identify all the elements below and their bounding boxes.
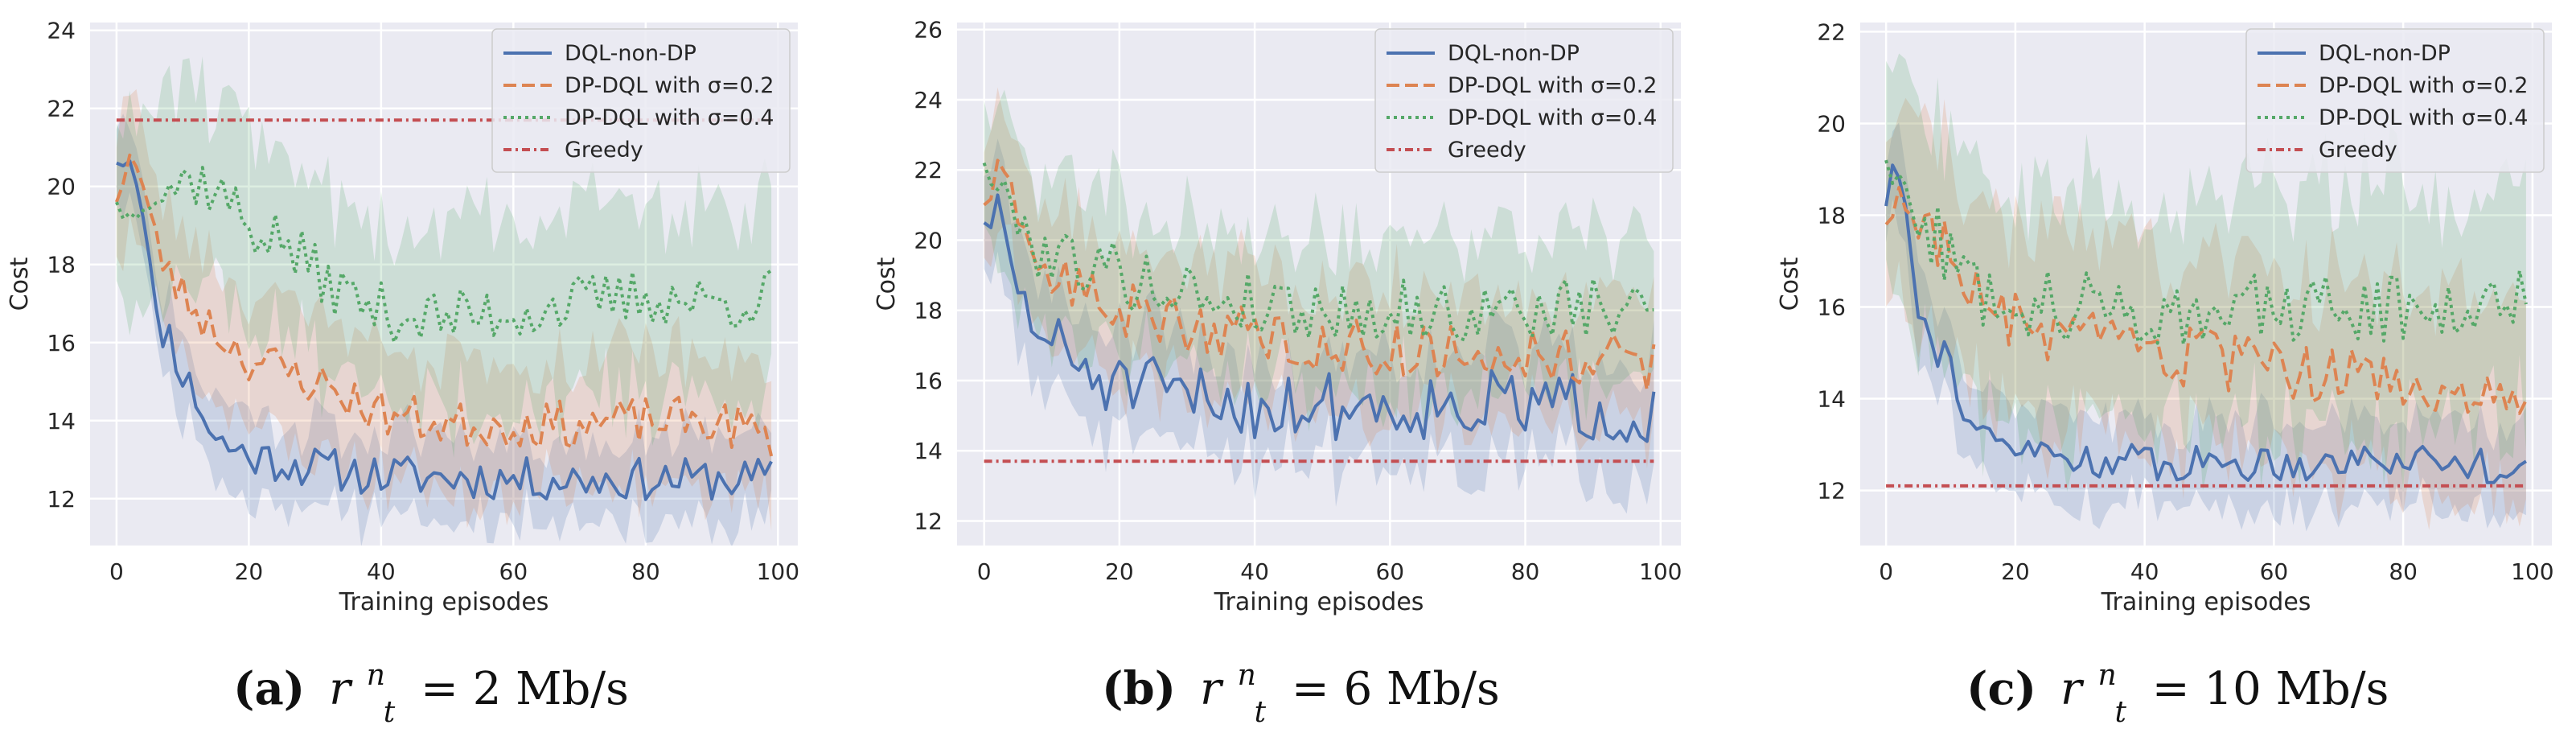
legend-box: [2245, 28, 2545, 173]
x-tick-label: 80: [1511, 558, 1540, 585]
x-tick-label: 80: [631, 558, 660, 585]
series-line: [116, 159, 773, 501]
y-axis-label: Cost: [6, 257, 34, 311]
confidence-band: [984, 89, 1654, 432]
legend-label: DQL-non-DP: [565, 41, 696, 66]
y-tick-label: 22: [1817, 19, 1846, 45]
legend-label: DP-DQL with σ=0.4: [565, 105, 774, 130]
x-tick-label: 100: [2511, 558, 2553, 585]
legend-label: DP-DQL with σ=0.4: [1448, 105, 1657, 130]
x-tick-label: 20: [2001, 558, 2030, 585]
confidence-band: [116, 56, 772, 459]
confidence-band: [1886, 97, 2526, 530]
y-tick-label: 20: [1817, 110, 1846, 137]
y-tick-label: 14: [1817, 386, 1846, 413]
y-tick-label: 12: [1817, 478, 1846, 504]
y-tick-label: 16: [1817, 294, 1846, 321]
y-tick-label: 18: [1817, 202, 1846, 229]
y-tick-label: 22: [47, 96, 76, 122]
x-tick-label: 80: [2389, 558, 2418, 585]
x-tick-label: 0: [977, 558, 992, 585]
panel-c: 12 14 16 18 20 22 0 20 40 60 80 100 Training episode…: [1776, 19, 2554, 616]
legend-label: DP-DQL with σ=0.2: [2319, 73, 2528, 98]
x-tick-label: 0: [1879, 558, 1893, 585]
confidence-band: [116, 89, 772, 531]
x-tick-label: 60: [2260, 558, 2289, 585]
x-tick-label: 0: [109, 558, 124, 585]
panel-a: 12 14 16 18 20 22 24 0 20 40 60 80 100 Training episo…: [6, 18, 799, 616]
y-tick-label: 16: [914, 368, 943, 394]
y-tick-label: 26: [914, 17, 943, 43]
confidence-band: [116, 113, 772, 546]
y-tick-label: 20: [47, 174, 76, 200]
legend-label: DP-DQL with σ=0.4: [2319, 105, 2528, 130]
plot-area: [115, 56, 774, 546]
series-line: [115, 166, 773, 344]
panel-b: 12 14 16 18 20 22 24 26 0 20 40 60 80 100 Training epi…: [873, 17, 1682, 616]
plot-area: [982, 87, 1656, 514]
y-tick-label: 18: [914, 298, 943, 324]
series-line: [983, 159, 1656, 392]
y-tick-label: 12: [47, 486, 76, 513]
series-line: [1884, 186, 2528, 415]
series-line: [1884, 159, 2528, 347]
legend: DQL-non-DP DP-DQL with σ=0.2 DP-DQL with σ…: [1374, 28, 1674, 173]
x-tick-label: 40: [2130, 558, 2159, 585]
x-axis-label: Training episodes: [1214, 588, 1424, 616]
legend: DQL-non-DP DP-DQL with σ=0.2 DP-DQL with σ…: [2245, 28, 2545, 173]
legend-label: DP-DQL with σ=0.2: [1448, 73, 1657, 98]
confidence-band: [984, 87, 1654, 469]
caption-a: (a) r n t = 2 Mb/s: [233, 644, 629, 733]
y-tick-label: 16: [47, 330, 76, 356]
x-tick-label: 60: [1375, 558, 1404, 585]
y-tick-label: 20: [914, 227, 943, 253]
legend-label: DP-DQL with σ=0.2: [565, 73, 774, 98]
x-tick-label: 20: [1105, 558, 1134, 585]
caption-c: (c) r n t = 10 Mb/s: [1966, 644, 2389, 733]
legend-label: DQL-non-DP: [1448, 41, 1580, 66]
y-axis-label: Cost: [1776, 257, 1804, 311]
y-tick-label: 24: [47, 18, 76, 44]
series-line: [983, 193, 1656, 443]
confidence-band: [1886, 122, 2526, 532]
y-tick-label: 14: [47, 408, 76, 434]
legend-box: [491, 28, 791, 173]
caption-b: (b) r n t = 6 Mb/s: [1102, 644, 1500, 733]
y-tick-label: 12: [914, 508, 943, 534]
x-tick-label: 100: [1639, 558, 1682, 585]
legend-label: Greedy: [1448, 138, 1526, 163]
x-tick-label: 20: [235, 558, 264, 585]
legend-label: DQL-non-DP: [2319, 41, 2451, 66]
legend: DQL-non-DP DP-DQL with σ=0.2 DP-DQL with σ…: [491, 28, 791, 173]
y-axis-label: Cost: [873, 257, 901, 311]
x-tick-label: 40: [1240, 558, 1269, 585]
y-tick-label: 22: [914, 157, 943, 183]
legend-label: Greedy: [565, 138, 643, 163]
x-tick-label: 60: [499, 558, 528, 585]
y-tick-label: 18: [47, 252, 76, 278]
series-line: [1884, 163, 2527, 484]
x-axis-label: Training episodes: [2101, 588, 2311, 616]
x-tick-label: 40: [367, 558, 396, 585]
legend-label: Greedy: [2319, 138, 2397, 163]
y-tick-label: 24: [914, 87, 943, 113]
x-tick-label: 100: [757, 558, 799, 585]
x-axis-label: Training episodes: [339, 588, 549, 616]
legend-box: [1374, 28, 1674, 173]
series-line: [115, 153, 774, 457]
y-tick-label: 14: [914, 438, 943, 464]
